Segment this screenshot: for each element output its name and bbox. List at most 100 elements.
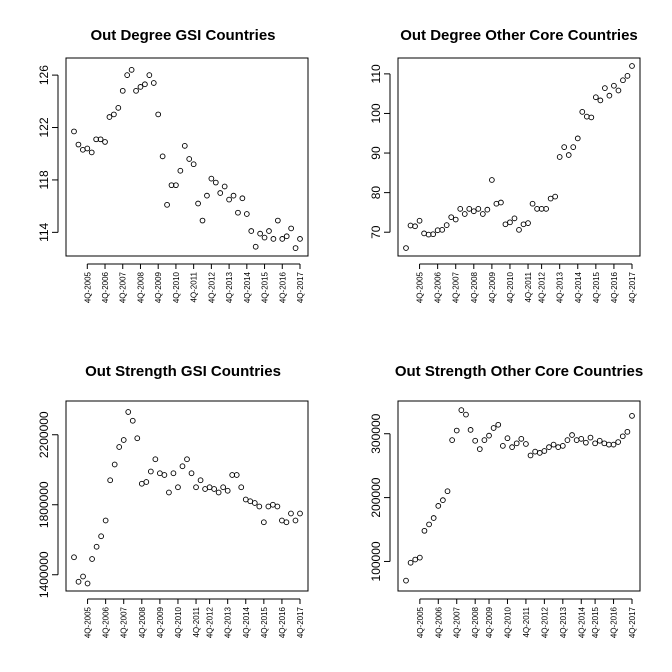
data-point [71,128,77,135]
data-point [204,192,210,199]
data-point [481,437,488,443]
data-point [452,216,459,223]
data-point [561,144,568,150]
data-point [97,136,104,143]
data-point [128,67,135,73]
data-point [587,434,594,441]
data-point [230,192,237,199]
x-tick-label: 4Q-2006 [434,271,443,303]
data-point [134,435,141,442]
data-point [588,114,595,121]
chart-panel-1: Out Degree GSI Countries 114 118 122 126 4Q-2… [37,27,309,303]
data-point [498,199,504,206]
x-tick-label: 4Q-2008 [138,606,147,638]
data-point [458,407,465,413]
data-point [124,72,131,78]
data-point [260,519,267,526]
x-tick-label: 4Q-2015 [260,606,269,638]
data-point [448,214,455,221]
data-point [106,114,113,120]
y-tick-label: 300000 [369,413,383,453]
data-point [161,472,168,478]
data-point [574,135,581,142]
data-point [583,113,590,120]
x-axis: 4Q-2005 4Q-2006 4Q-2007 4Q-2008 4Q-2009 4Q-20… [83,263,305,303]
data-point [137,84,144,90]
x-tick-label: 4Q-2010 [174,606,183,638]
data-point [453,427,460,434]
y-tick-label: 114 [37,222,51,241]
data-point [489,177,495,183]
x-tick-label: 4Q-2017 [296,606,305,638]
data-point [564,437,571,443]
data-point [221,183,228,190]
data-point [116,444,123,450]
data-point [434,227,441,234]
data-point [146,72,153,78]
x-axis: 4Q-2005 4Q-2006 4Q-2007 4Q-2008 4Q-2009 4Q-20… [416,598,637,638]
x-tick-label: 4Q-2017 [628,606,637,638]
data-point [476,446,483,452]
data-point [177,167,184,174]
data-point [513,440,520,447]
data-point [457,206,464,212]
data-point [155,111,162,118]
x-tick-label: 4Q-2009 [485,606,494,638]
data-point [620,77,626,84]
data-point [484,206,491,213]
data-point [233,472,240,478]
data-point [416,554,423,561]
x-tick-label: 4Q-2010 [506,271,515,303]
x-tick-label: 4Q-2005 [84,606,93,638]
data-point [80,573,86,580]
x-tick-label: 4Q-2014 [242,606,251,638]
x-tick-label: 4Q-2007 [120,606,129,638]
data-point [173,182,179,189]
y-tick-label: 90 [369,146,383,160]
data-point [466,206,473,212]
data-point [573,437,580,443]
data-point [166,489,172,496]
data-point [120,437,127,443]
data-point [407,222,414,229]
data-point [407,559,414,566]
chart-title: Out Degree Other Core Countries [400,27,638,44]
data-point [143,479,150,485]
x-axis: 4Q-2005 4Q-2006 4Q-2007 4Q-2008 4Q-2009 4Q-20… [416,263,637,303]
plot-frame [397,57,641,257]
data-point [75,578,82,585]
data-point [479,211,486,217]
data-point [403,245,409,251]
data-point [569,432,575,438]
data-point [261,234,268,241]
data-point [159,153,166,160]
data-point [89,556,95,562]
data-point [426,521,432,528]
data-point [421,230,427,237]
data-point [502,221,509,228]
data-point [274,217,281,224]
data-point [529,200,536,207]
data-point [500,443,506,449]
data-point [102,139,108,145]
x-tick-label: 4Q-2016 [610,271,619,303]
data-point [439,226,446,233]
data-point [283,233,290,240]
data-point [226,196,232,203]
x-tick-label: 4Q-2008 [471,606,480,638]
data-point [550,441,557,448]
x-tick-label: 4Q-2011 [192,606,201,637]
chart-title: Out Degree GSI Countries [90,27,275,44]
data-point [102,517,109,524]
data-point [619,433,626,440]
data-point [164,201,170,208]
y-tick-label: 110 [369,64,383,83]
x-tick-label: 4Q-2013 [225,271,234,303]
data-point [435,503,442,509]
data-point [208,175,215,182]
data-point [266,228,272,234]
data-point [615,439,622,445]
data-point [239,195,246,202]
data-point [224,487,231,494]
